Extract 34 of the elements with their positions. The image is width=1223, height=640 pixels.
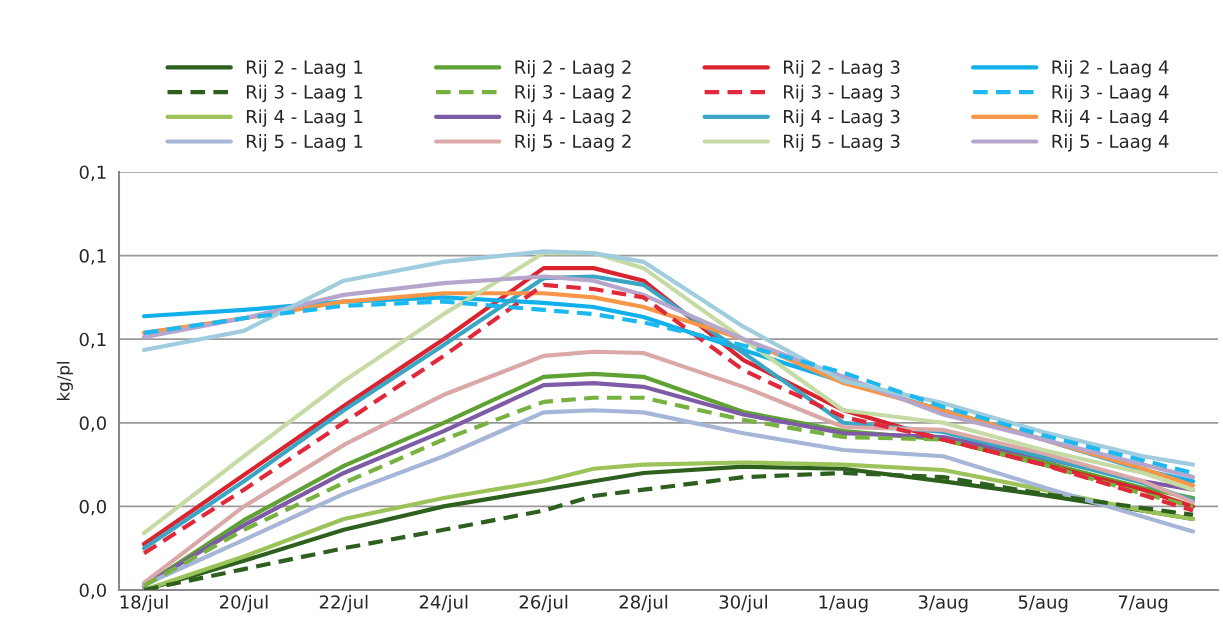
legend-label: Rij 3 - Laag 3 xyxy=(784,84,900,103)
legend-label: Rij 3 - Laag 1 xyxy=(246,84,363,103)
legend-label: Rij 2 - Laag 1 xyxy=(246,60,363,78)
y-tick-label: 0,1 xyxy=(79,332,106,349)
x-tick-label: 24/jul xyxy=(419,594,468,613)
x-tick-label: 1/aug xyxy=(819,595,868,613)
x-tick-label: 26/jul xyxy=(519,594,568,613)
legend-label: Rij 3 - Laag 4 xyxy=(1052,84,1169,103)
legend-label: Rij 2 - Laag 2 xyxy=(515,60,631,78)
x-tick-label: 5/aug xyxy=(1018,595,1068,613)
x-tick-label: 20/jul xyxy=(219,594,268,613)
legend-label: Rij 4 - Laag 4 xyxy=(1052,109,1169,127)
x-tick-label: 22/jul xyxy=(319,594,368,613)
legend-label: Rij 2 - Laag 4 xyxy=(1052,60,1169,78)
y-tick-label: 0,0 xyxy=(79,499,106,516)
x-tick-label: 28/jul xyxy=(619,594,668,613)
x-tick-label: 3/aug xyxy=(918,595,968,613)
legend-label: Rij 3 - Laag 2 xyxy=(515,84,631,103)
y-tick-label: 0,1 xyxy=(79,165,106,181)
x-tick-label: 18/jul xyxy=(120,594,168,613)
y-tick-label: 0,1 xyxy=(79,249,106,265)
x-tick-label: 30/jul xyxy=(719,594,768,613)
y-tick-label: 0,0 xyxy=(79,583,106,599)
legend-label: Rij 4 - Laag 3 xyxy=(784,109,900,127)
legend-label: Rij 5 - Laag 1 xyxy=(246,134,363,152)
legend-label: Rij 4 - Laag 1 xyxy=(246,109,363,127)
legend-label: Rij 4 - Laag 2 xyxy=(515,109,631,127)
legend-label: Rij 5 - Laag 3 xyxy=(784,134,900,152)
x-tick-label: 7/aug xyxy=(1118,595,1168,613)
legend-label: Rij 2 - Laag 3 xyxy=(784,60,900,78)
legend-label: Rij 5 - Laag 4 xyxy=(1052,134,1169,152)
y-tick-label: 0,0 xyxy=(79,416,106,432)
legend-label: Rij 5 - Laag 2 xyxy=(515,134,631,152)
y-axis-title: kg/pl xyxy=(56,362,73,401)
